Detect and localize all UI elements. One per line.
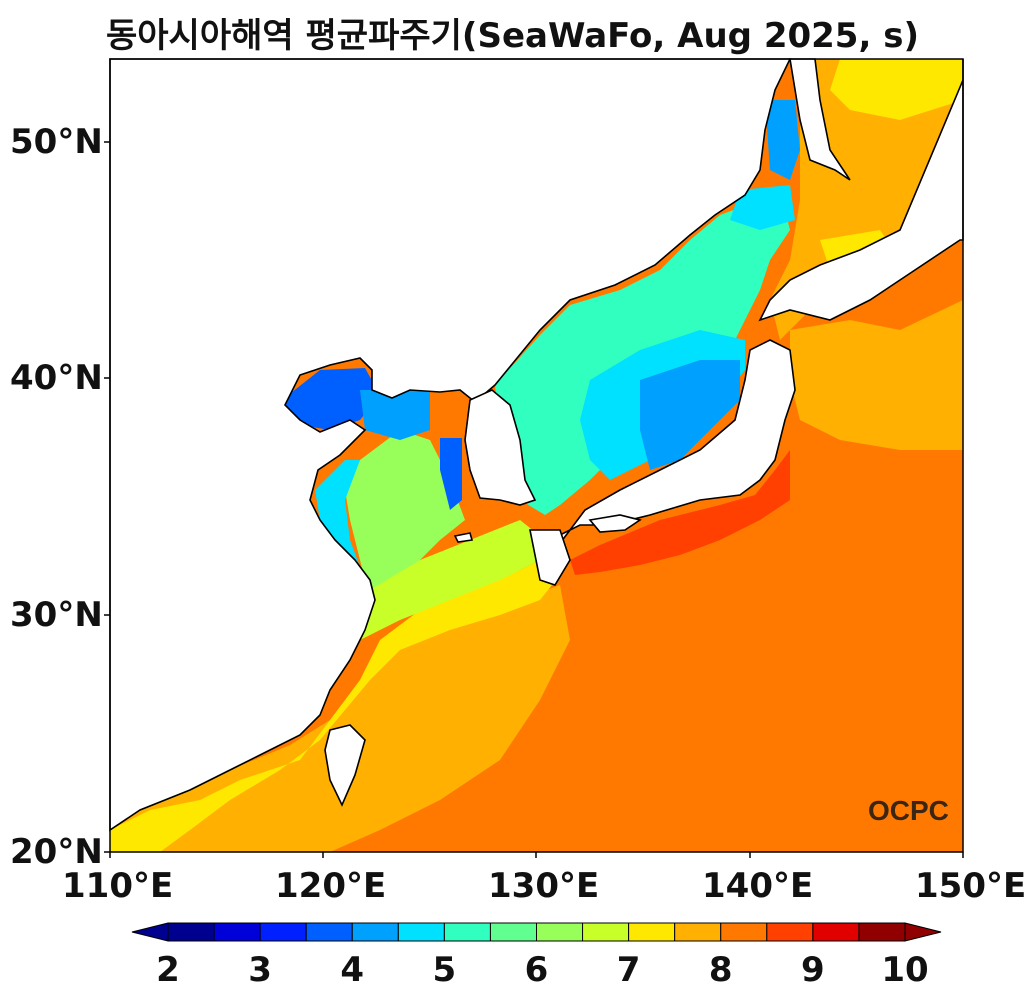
colorbar-swatch [628,922,676,942]
ocean-field-band-7y [110,560,560,852]
land-jeju [453,532,474,543]
ocean-field-band-8 [110,585,570,852]
colorbar-label: 2 [156,950,180,990]
land-hokkaido [758,59,964,322]
map-title: 동아시아해역 평균파주기(SeaWaFo, Aug 2025, s) [106,16,919,56]
ocean-field-tatar-2 [730,185,795,230]
colorbar-label: 4 [340,950,365,990]
colorbar-swatch [582,922,630,942]
colorbar-label: 10 [881,950,929,990]
lat-tick-20: 20°N [10,832,103,872]
colorbar-swatch [536,922,584,942]
lon-tick-130: 130°E [488,866,600,906]
lon-tick-140: 140°E [702,866,814,906]
colorbar-label: 8 [708,950,733,990]
land-masses [109,58,964,832]
lat-tick-40: 40°N [10,358,103,398]
colorbar-label: 5 [432,950,457,990]
land-china [109,58,792,832]
land-kyushu [529,529,571,586]
ocean-field-korea-west [440,438,462,510]
land-shikoku [588,514,642,533]
ocean-field-east-sea-blue [640,360,740,470]
colorbar-label: 7 [616,950,641,990]
land-honshu [554,339,796,551]
ocean-field-band-6 [345,430,465,600]
colorbar-swatch [443,922,491,942]
colorbar-swatch [397,922,445,942]
colorbar-extend-max [904,922,942,942]
axis-ticks [104,141,964,858]
lon-tick-120: 120°E [275,866,387,906]
colorbar-swatch [305,922,353,942]
lat-tick-50: 50°N [10,122,103,162]
land-korea [464,389,537,506]
colorbar-swatch [259,922,307,942]
colorbar-swatch [674,922,722,942]
colorbar-swatch [489,922,537,942]
colorbar-swatch [766,922,814,942]
land-taiwan [324,724,366,807]
colorbar-swatch [858,922,906,942]
colorbar-swatch [351,922,399,942]
ocpc-logo: OCPC [868,795,949,826]
ocean-field-bohai-2 [360,390,430,440]
land-sakhalin [789,58,851,181]
lon-tick-110: 110°E [62,866,174,906]
colorbar-label: 3 [248,950,272,990]
colorbar-label: 6 [524,950,549,990]
colorbar-swatch [167,922,215,942]
colorbar-swatch [213,922,261,942]
colorbar [131,922,942,942]
ocean-field-band-7y-ne [830,59,963,120]
ocean-field-band-6-kor [330,520,545,640]
ocean-field-band-8-pac [790,300,963,450]
ocean-field-bohai [282,368,380,430]
colorbar-extend-min [131,922,169,942]
lon-tick-150: 150°E [915,866,1025,906]
lat-tick-30: 30°N [10,595,103,635]
ocean-field-band-9 [570,450,790,575]
colorbar-label: 9 [801,950,825,990]
ocean-field-tatar [765,100,800,180]
colorbar-swatch [720,922,768,942]
colorbar-swatch [812,922,860,942]
